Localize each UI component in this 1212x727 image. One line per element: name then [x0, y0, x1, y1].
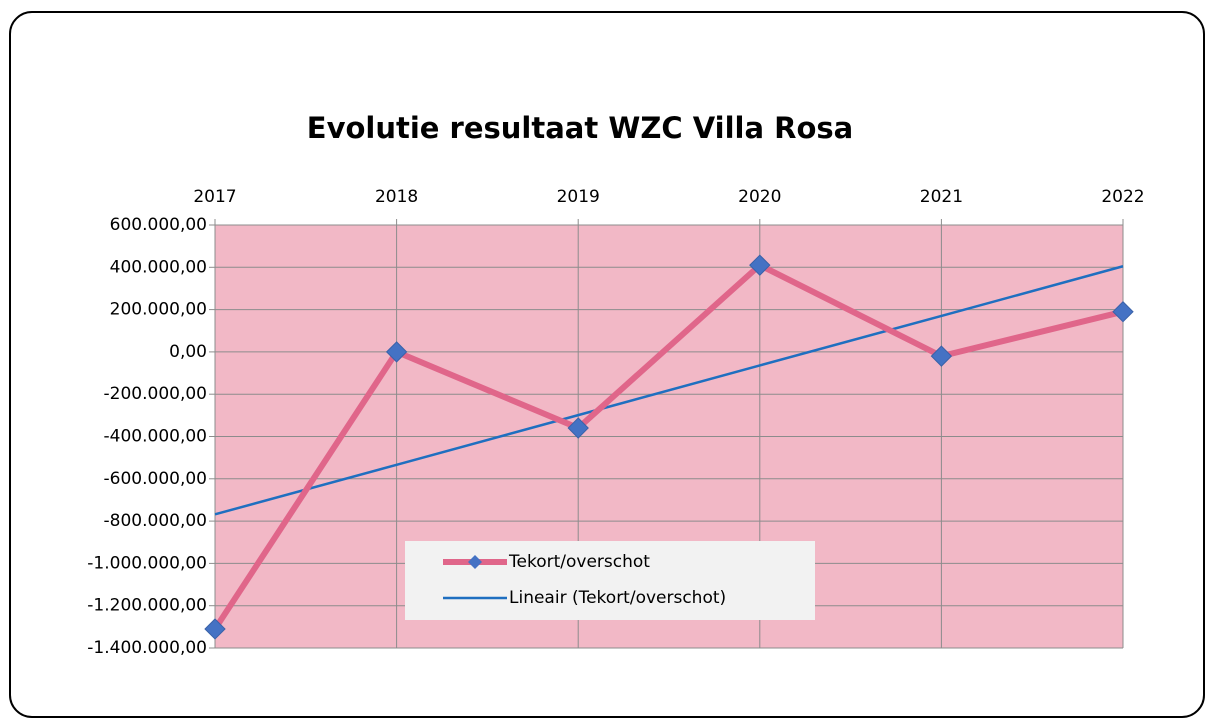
data-line [212, 262, 1124, 631]
y-tick-label: -1.400.000,00 [87, 638, 207, 658]
marker [204, 618, 226, 640]
legend-marker [468, 555, 482, 569]
y-tick-label: 600.000,00 [110, 215, 207, 235]
x-tick-label: 2021 [920, 187, 963, 207]
y-tick-label: -400.000,00 [104, 427, 207, 447]
marker [567, 417, 589, 439]
y-tick-label: -800.000,00 [104, 511, 207, 531]
y-tick-label: -1.200.000,00 [87, 596, 207, 616]
legend-label: Lineair (Tekort/overschot) [509, 588, 726, 608]
legend-label: Tekort/overschot [508, 552, 650, 572]
chart-title: Evolutie resultaat WZC Villa Rosa [307, 111, 853, 145]
marker [749, 254, 771, 276]
y-tick-label: 0,00 [169, 342, 207, 362]
x-tick-label: 2017 [193, 187, 236, 207]
y-tick-label: 200.000,00 [110, 300, 207, 320]
x-tick-label: 2019 [557, 187, 600, 207]
x-tick-label: 2022 [1101, 187, 1144, 207]
marker [1112, 301, 1134, 323]
y-tick-label: -200.000,00 [104, 384, 207, 404]
marker [385, 341, 408, 363]
x-tick-label: 2020 [738, 187, 781, 207]
y-tick-label: -600.000,00 [104, 469, 207, 489]
trend-line [214, 265, 1124, 516]
x-tick-label: 2018 [375, 187, 418, 207]
marker [930, 345, 953, 367]
legend-box [405, 541, 815, 620]
y-tick-label: 400.000,00 [110, 257, 207, 277]
y-tick-label: -1.000.000,00 [87, 553, 207, 573]
